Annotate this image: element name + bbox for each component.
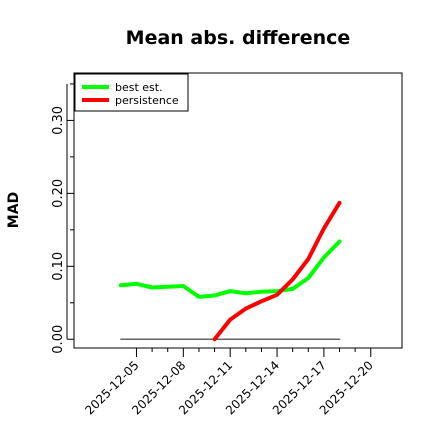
series-line-best-est xyxy=(118,239,342,299)
plot-frame xyxy=(73,72,403,349)
legend-box xyxy=(74,73,189,112)
y-tick-label: 0.30 xyxy=(51,106,66,135)
series-layer xyxy=(118,200,342,342)
series-line-persistence xyxy=(212,200,342,342)
y-axis-title: MAD xyxy=(6,192,22,228)
y-tick-label: 0.10 xyxy=(51,252,66,281)
legend-label-best-est: best est. xyxy=(115,81,163,94)
legend-label-persistence: persistence xyxy=(115,94,179,107)
chart-title: Mean abs. difference xyxy=(126,27,351,49)
y-tick-label: 0.20 xyxy=(51,179,66,208)
legend: best est. persistence xyxy=(74,73,189,112)
axes: 0.000.100.200.302025-12-052025-12-082025… xyxy=(51,83,376,417)
y-tick-label: 0.00 xyxy=(51,325,66,354)
